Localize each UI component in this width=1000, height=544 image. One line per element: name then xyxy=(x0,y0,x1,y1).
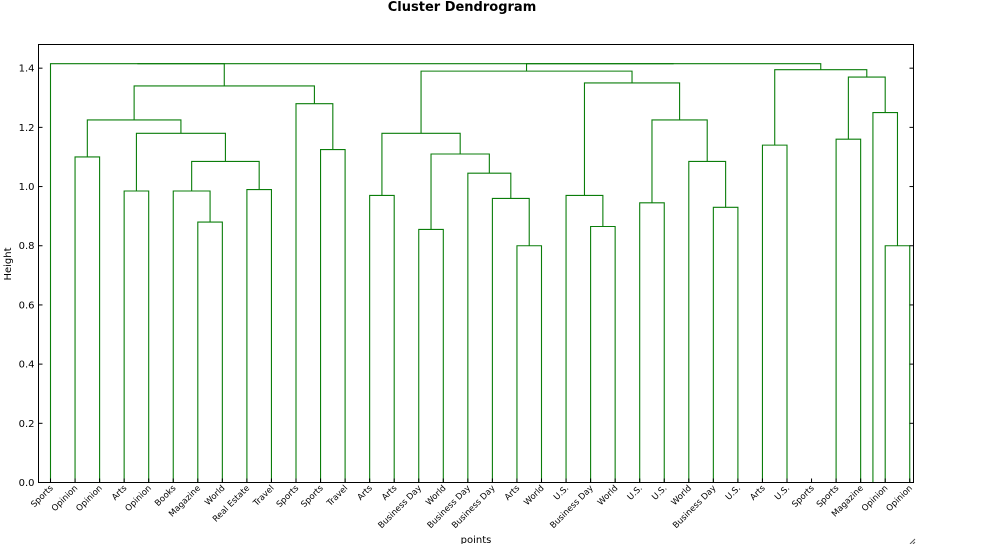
y-tick-label: 1.0 xyxy=(19,182,35,193)
dendrogram-branch xyxy=(847,76,886,140)
leaf-label: Business Day xyxy=(548,484,595,531)
dendrogram-branch xyxy=(191,160,260,191)
y-tick-label: 0.4 xyxy=(19,360,35,371)
dendrogram-branch xyxy=(246,188,272,483)
y-tick-label: 0.6 xyxy=(19,300,35,311)
leaf-label: Travel xyxy=(325,484,351,510)
dendrogram-branch xyxy=(123,190,150,483)
dendrogram-branch xyxy=(835,138,862,483)
leaf-label: Arts xyxy=(356,483,376,503)
dendrogram-branch xyxy=(491,197,530,483)
dendrogram-branch xyxy=(320,149,346,483)
dendrogram-branch xyxy=(381,132,461,196)
dendrogram-branch xyxy=(639,202,665,483)
y-tick-label: 1.4 xyxy=(19,64,35,75)
leaf-label: Travel xyxy=(251,484,277,510)
y-tick-label: 0.0 xyxy=(19,478,35,489)
y-axis-label: Height xyxy=(3,247,14,280)
leaf-label: Opinion xyxy=(74,484,104,514)
leaf-label: Arts xyxy=(380,483,400,503)
dendrogram-branch xyxy=(467,172,512,483)
dendrogram-branch xyxy=(516,245,543,483)
dendrogram-branch xyxy=(712,206,739,483)
y-axis: 0.0 0.2 0.4 0.6 0.8 1.0 1.2 1.4 xyxy=(19,64,914,489)
leaf-label: Sports xyxy=(790,483,817,510)
y-tick-label: 0.2 xyxy=(19,419,35,430)
leaf-label: U.S. xyxy=(552,484,571,503)
leaf-label: Business Day xyxy=(377,484,424,531)
dendrogram-branch xyxy=(688,160,727,483)
dendrogram-branch xyxy=(430,153,490,230)
leaf-label: Opinion xyxy=(124,484,154,514)
dendrogram-branch xyxy=(590,225,616,483)
dendrogram-branch xyxy=(583,82,681,196)
dendrogram-branch xyxy=(74,156,101,483)
chart-title: Cluster Dendrogram xyxy=(388,0,537,15)
leaf-label: Arts xyxy=(503,483,523,503)
dendrogram-branch xyxy=(133,85,315,120)
leaf-label: Sports xyxy=(299,483,326,510)
leaf-label: Business Day xyxy=(450,484,497,531)
leaf-label: Arts xyxy=(110,483,130,503)
leaf-label: U.S. xyxy=(773,484,792,503)
dendrogram-branch xyxy=(774,69,868,146)
dendrogram-branch xyxy=(761,144,788,483)
dendrogram-branches xyxy=(49,63,911,483)
leaf-label: Opinion xyxy=(885,484,915,514)
leaf-label: Business Day xyxy=(671,484,718,531)
dendrogram-branch xyxy=(172,190,211,483)
leaf-label: U.S. xyxy=(724,484,743,503)
dendrogram-branch xyxy=(86,119,182,157)
plot-frame xyxy=(38,44,914,483)
dendrogram-branch xyxy=(295,103,334,483)
leaf-label: World xyxy=(596,484,620,508)
dendrogram-branch xyxy=(884,245,911,483)
leaf-label: U.S. xyxy=(626,484,645,503)
leaf-label: World xyxy=(522,484,546,508)
dendrogram-branch xyxy=(420,70,633,134)
dendrogram-branch xyxy=(565,194,604,483)
dendrogram-branch xyxy=(197,221,223,483)
x-axis-label: points xyxy=(461,535,492,544)
leaf-label: Arts xyxy=(748,483,768,503)
leaf-label: U.S. xyxy=(650,484,669,503)
dendrogram-branch xyxy=(135,132,226,191)
dendrogram-branch xyxy=(872,112,899,483)
dendrogram-branch xyxy=(369,194,395,483)
dendrogram-branch xyxy=(418,228,444,483)
y-tick-label: 1.2 xyxy=(19,123,35,134)
leaf-label: Sports xyxy=(275,483,302,510)
y-tick-label: 0.8 xyxy=(19,241,35,252)
resize-grip-icon xyxy=(909,538,916,544)
